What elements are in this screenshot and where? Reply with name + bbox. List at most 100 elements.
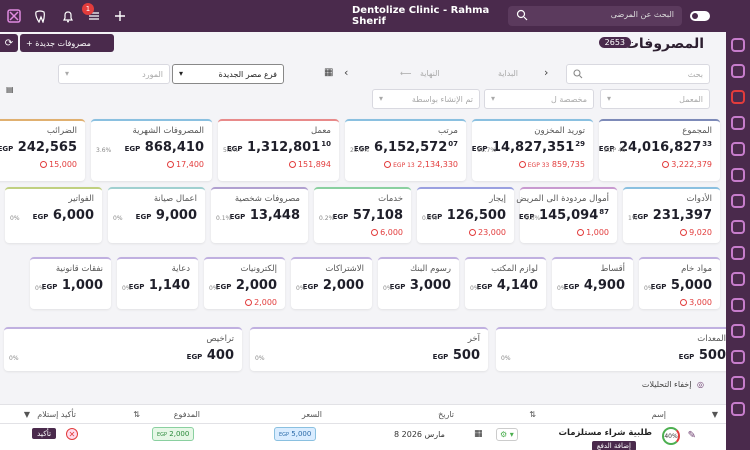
add-icon[interactable] [112,0,128,32]
expense-card[interactable]: لوازم المكتب EGP 4,140 0% [465,257,546,309]
sidebar-item-settings[interactable] [731,168,745,182]
col-paid[interactable]: المدفوع [173,410,200,419]
row-date: 8 مارس 2026 [394,430,445,439]
card-due: 23,000 [469,228,506,237]
expense-card[interactable]: خدمات EGP 57,108 0.2% 6,000 [314,187,411,243]
calendar-icon[interactable]: ▦ [324,67,334,78]
sidebar-item-inventory[interactable] [731,142,745,156]
sidebar-item-whatsapp[interactable] [731,350,745,364]
expense-card[interactable]: المجموع EGP 24,016,82733 EGP 46 3,222,379 [599,119,720,181]
close-icon[interactable]: ✕ [66,428,78,440]
expense-card[interactable]: رسوم البنك EGP 3,000 0% [378,257,459,309]
branch-select[interactable]: فرع مصر الجديدة ▾ [172,64,284,84]
expense-card[interactable]: أموال مردودة الى المريض EGP 145,09487 0.6%… [516,187,617,243]
hide-analytics-link[interactable]: إخفاء التحليلات ◎ [642,380,704,389]
filter-icon[interactable]: ▼ [23,410,30,419]
filter-icon[interactable]: ▼ [711,410,718,419]
new-expense-button[interactable]: + مصروفات جديدة [20,34,114,52]
sidebar-item-alerts[interactable] [731,90,745,104]
next-arrow-icon[interactable]: › [544,66,549,79]
card-amount: 3,000 [409,278,451,293]
expense-card[interactable]: توريد المخزون EGP 14,827,35129 61.7% EGP 33… [472,119,593,181]
card-due: 1,000 [577,228,609,237]
card-value: EGP 242,565 [0,140,77,155]
tooth-icon[interactable] [32,0,48,32]
lab-select-placeholder: المعمل [679,94,703,104]
card-due: 6,000 [371,228,403,237]
app-logo-icon[interactable] [6,0,22,32]
card-label: مواد خام [681,264,712,274]
assigned-select[interactable]: مخصصة ل ▾ [484,89,594,109]
expense-card[interactable]: المعدات EGP 500 0% [496,327,726,371]
card-decimals: 33 [702,140,712,148]
sidebar-item-calendar[interactable] [731,38,745,52]
theme-toggle[interactable] [690,11,710,21]
expense-card[interactable]: مواد خام EGP 5,000 0% 3,000 [639,257,720,309]
sort-icon[interactable]: ⇅ [133,410,140,419]
expense-card[interactable]: آخر EGP 500 0% [250,327,488,371]
end-date-field[interactable]: النهاية [420,69,440,78]
count-badge: 2653 [598,37,631,48]
card-value: EGP 868,410 [122,140,204,155]
refresh-button[interactable]: ⟳ [0,34,18,52]
card-percent: 0% [35,285,45,292]
col-confirm[interactable]: تأكيد إستلام [37,410,76,419]
sidebar-item-reports[interactable] [731,116,745,130]
expense-card[interactable]: إيجار EGP 126,500 0.5% 23,000 [417,187,514,243]
expense-card[interactable]: إلكترونيات EGP 2,000 0% 2,000 [204,257,285,309]
col-name[interactable]: إسم [651,410,666,419]
expense-card[interactable]: اعمال صيانة EGP 9,000 0% [108,187,205,243]
expense-card[interactable]: المصروفات الشهرية EGP 868,410 3.6% 17,400 [91,119,212,181]
action-dropdown[interactable]: ⚙ ▾ [496,428,518,441]
start-date-field[interactable]: البداية [498,69,519,78]
sidebar-item-users[interactable] [731,194,745,208]
expense-card[interactable]: تراخيص EGP 400 0% [4,327,242,371]
sidebar-item-logout[interactable] [731,402,745,416]
sort-icon[interactable]: ⇅ [529,410,536,419]
due-amount: 17,400 [176,160,204,169]
sidebar-item-documents[interactable] [731,324,745,338]
expense-card[interactable]: الاشتراكات EGP 2,000 0% [291,257,372,309]
card-label: رسوم البنك [410,264,451,274]
col-price[interactable]: السعر [301,410,322,419]
expense-card[interactable]: نفقات قانونية EGP 1,000 0% [30,257,111,309]
qr-icon[interactable]: ▦ [474,429,483,439]
card-currency: EGP [302,283,319,291]
due-icon [167,161,174,168]
expense-card[interactable]: مرتب EGP 6,152,57207 25.6% EGP 13 2,134,330 [345,119,466,181]
patient-search-input[interactable]: البحث عن المرضى [508,6,682,26]
expense-card[interactable]: معمل EGP 1,312,80110 5.5% 151,894 [218,119,339,181]
card-label: إلكترونيات [240,264,277,274]
card-currency: EGP [124,145,141,153]
table-row[interactable]: ✎ 40% طلبية شراء مستلزمات إضافة الدفع ⚙ … [0,424,726,450]
card-label: إيجار [489,194,506,204]
sidebar-item-help[interactable] [731,376,745,390]
add-payment-tag[interactable]: إضافة الدفع [591,441,636,450]
sidebar-item-messages[interactable] [731,272,745,286]
sidebar-item-expenses[interactable] [731,298,745,312]
card-label: الاشتراكات [325,264,364,274]
created-by-select[interactable]: تم الإنشاء بواسطة ▾ [372,89,480,109]
sidebar-item-lab[interactable] [731,246,745,260]
card-value: EGP 3,000 [387,278,451,293]
search-input[interactable]: بحث [566,64,710,84]
supplier-select[interactable]: المورد ▾ [58,64,170,84]
expense-card[interactable]: الأدوات EGP 231,397 1% 9,020 [623,187,720,243]
date-range-picker[interactable]: ▦ ‹ النهاية ⟵ البداية › [320,64,560,84]
edit-icon[interactable]: ✎ [687,430,696,441]
sidebar-item-patients[interactable] [731,64,745,78]
confirm-button[interactable]: تأكيد [32,428,57,439]
lab-select[interactable]: المعمل ▾ [600,89,710,109]
expense-card[interactable]: أقساط EGP 4,900 0% [552,257,633,309]
expense-card[interactable]: الفواتير EGP 6,000 0% [5,187,102,243]
prev-arrow-icon[interactable]: ‹ [344,66,349,79]
card-value: EGP 400 [184,348,234,363]
due-icon [518,161,526,168]
col-date[interactable]: تاريخ [438,410,454,419]
sidebar-item-finance[interactable] [731,220,745,234]
expense-card[interactable]: دعاية EGP 1,140 0% [117,257,198,309]
expense-card[interactable]: مصروفات شخصية EGP 13,448 0.1% [211,187,308,243]
bell-icon[interactable] [60,0,76,32]
grid-icon[interactable]: ▤ [6,84,14,94]
